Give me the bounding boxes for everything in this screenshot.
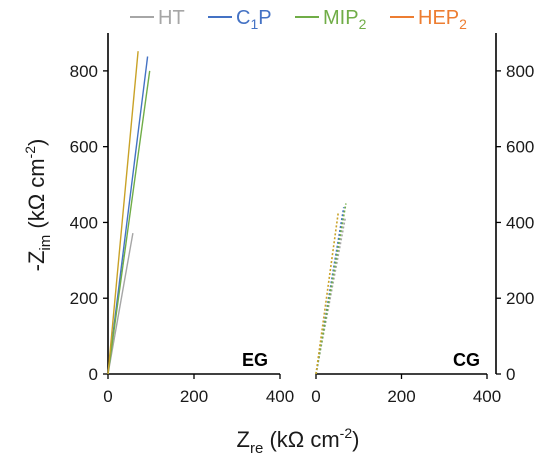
legend-label-ht: HT: [158, 7, 185, 29]
x-tick-label: 0: [311, 387, 320, 406]
y-tick-label: 0: [89, 365, 98, 384]
panel-label: CG: [453, 350, 480, 370]
series-line-mip2: [107, 70, 151, 375]
x-tick-label: 200: [387, 387, 415, 406]
y-tick-label: 400: [506, 213, 534, 232]
y-tick-label: 0: [506, 365, 515, 384]
x-tick-label: 400: [473, 387, 501, 406]
legend-label-mip2: MIP2: [323, 7, 367, 32]
panel-eg: 0 200 400 0 200 400 600 800 EG: [70, 33, 294, 406]
legend-label-hep2: HEP2: [418, 7, 467, 32]
legend-label-c1p: C1P: [236, 7, 272, 32]
x-axis-title: Zre (kΩ cm-2): [237, 425, 360, 457]
series-line-hep2: [107, 51, 139, 375]
series-line-ht: [107, 232, 134, 375]
y-tick-label: 200: [506, 289, 534, 308]
chart-legend: HT C1P MIP2 HEP2: [130, 7, 467, 32]
y-tick-label: 600: [506, 138, 534, 157]
panel-cg: 0 200 400 0 200 400 600 800 CG: [311, 33, 534, 406]
series-line-ht: [315, 218, 346, 375]
y-tick-label: 200: [70, 289, 98, 308]
y-tick-label: 800: [506, 62, 534, 81]
axis-titles: Zre (kΩ cm-2) -Zim (kΩ cm-2): [22, 139, 359, 457]
x-tick-label: 200: [180, 387, 208, 406]
series-line-hep2: [315, 212, 339, 375]
series-line-mip2: [315, 203, 347, 375]
panel-label: EG: [242, 350, 268, 370]
x-tick-label: 0: [103, 387, 112, 406]
x-tick-label: 400: [266, 387, 294, 406]
y-tick-label: 400: [70, 213, 98, 232]
y-tick-label: 800: [70, 62, 98, 81]
y-axis-title: -Zim (kΩ cm-2): [22, 139, 54, 272]
y-tick-label: 600: [70, 138, 98, 157]
